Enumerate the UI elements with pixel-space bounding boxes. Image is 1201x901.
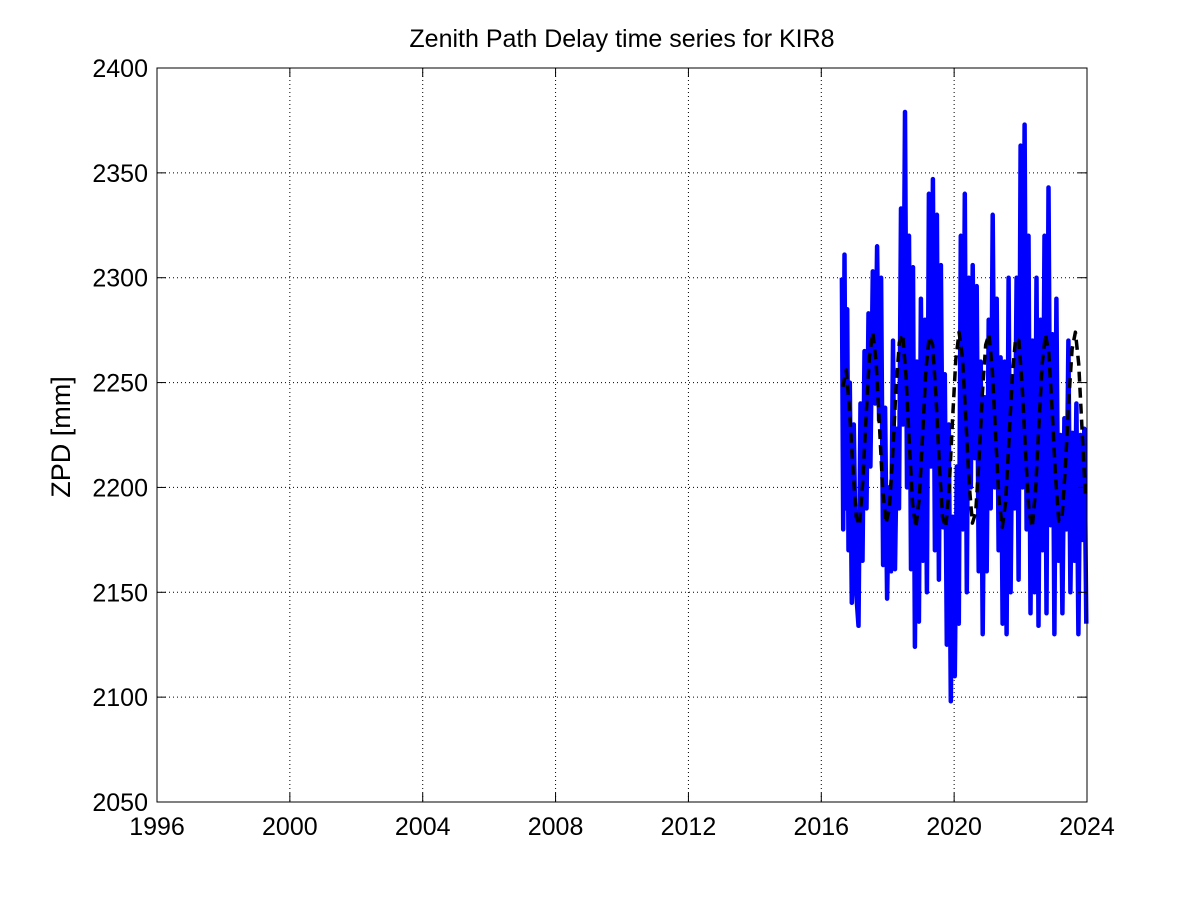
y-tick-label: 2100 — [92, 684, 148, 712]
x-tick-label: 2004 — [395, 813, 451, 841]
y-axis-label: ZPD [mm] — [46, 376, 76, 498]
chart-title: Zenith Path Delay time series for KIR8 — [409, 25, 834, 53]
y-tick-label: 2050 — [92, 789, 148, 817]
x-tick-label: 2000 — [262, 813, 318, 841]
x-tick-label: 2024 — [1059, 813, 1115, 841]
y-tick-label: 2250 — [92, 370, 148, 398]
y-tick-label: 2400 — [92, 55, 148, 83]
grid — [157, 68, 1087, 802]
model-series-line — [841, 330, 1088, 530]
y-tick-label: 2350 — [92, 160, 148, 188]
x-tick-label: 2020 — [926, 813, 982, 841]
x-tick-label: 1996 — [129, 813, 185, 841]
plot-frame — [156, 67, 1088, 803]
observed-series-line — [839, 109, 1089, 704]
series-layer — [839, 109, 1089, 704]
y-tick-label: 2200 — [92, 474, 148, 502]
ticks: 1996 2000 2004 2008 2012 2016 2020 2024 2050 2100… — [92, 55, 1115, 841]
x-tick-label: 2008 — [528, 813, 584, 841]
x-tick-label: 2016 — [793, 813, 849, 841]
y-tick-label: 2300 — [92, 265, 148, 293]
x-tick-label: 2012 — [661, 813, 717, 841]
y-tick-label: 2150 — [92, 579, 148, 607]
